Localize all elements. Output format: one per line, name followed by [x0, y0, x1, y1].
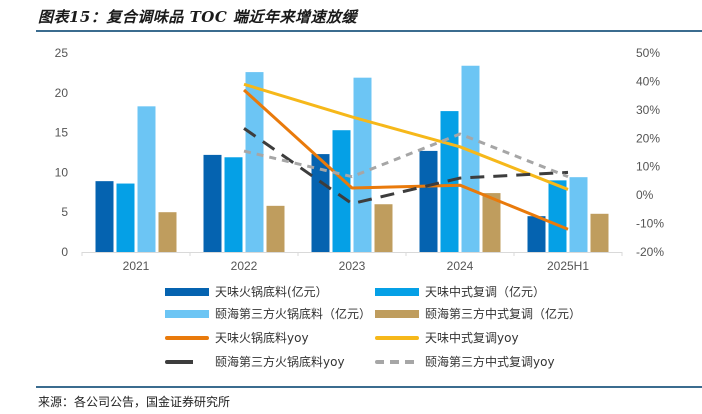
legend-item: 颐海第三方中式复调yoy: [375, 353, 555, 370]
right-tick-label: -20%: [636, 245, 664, 259]
legend-line-swatch: [165, 335, 209, 340]
legend-item: 天味火锅底料(亿元）: [165, 283, 328, 300]
right-tick-label: 0%: [636, 188, 654, 202]
right-tick-label: 20%: [636, 131, 660, 145]
left-tick-label: 5: [61, 205, 68, 219]
legend-swatch: [165, 309, 209, 318]
bar: [158, 212, 177, 252]
legend-swatch: [165, 287, 209, 296]
legend-label: 天味中式复调yoy: [425, 331, 519, 345]
bar: [569, 177, 588, 252]
left-tick-label: 25: [55, 46, 69, 60]
legend-item: 颐海第三方火锅底料yoy: [165, 353, 345, 370]
x-tick-label: 2021: [123, 259, 150, 273]
bar: [224, 157, 243, 252]
chart-plot: 0 5 10 15 20 25 -20% -10% 0% 10% 20% 30% 40% 50% 202…: [55, 46, 665, 273]
series-line: [243, 132, 569, 179]
bar: [245, 72, 264, 252]
left-tick-label: 10: [55, 165, 69, 179]
bar: [461, 65, 480, 253]
x-tick-label: 2025H1: [547, 259, 589, 273]
bars-group: [95, 65, 609, 253]
legend-swatch: [375, 309, 419, 318]
bar: [116, 183, 135, 252]
legend-item: 天味中式复调（亿元）: [375, 283, 545, 300]
right-tick-label: -10%: [636, 217, 664, 231]
series-line: [243, 82, 569, 191]
source-note: 来源：各公司公告，国金证券研究所: [38, 395, 231, 409]
bar: [266, 205, 285, 252]
legend-label: 天味火锅底料(亿元）: [215, 285, 328, 299]
legend-swatch: [375, 287, 419, 296]
x-tick-label: 2023: [339, 259, 366, 273]
legend-item: 颐海第三方火锅底料（亿元）: [165, 305, 371, 322]
legend-item: 天味火锅底料yoy: [165, 329, 309, 346]
bottom-divider: [36, 386, 702, 388]
series-line: [242, 88, 569, 231]
right-tick-label: 40%: [636, 74, 660, 88]
series-line: [243, 127, 569, 206]
left-tick-label: 20: [55, 86, 69, 100]
legend-label: 颐海第三方中式复调（亿元）: [425, 307, 582, 321]
x-axis: 2021 2022 2023 2024 2025H1: [81, 252, 623, 273]
legend-label: 天味中式复调（亿元）: [425, 285, 546, 299]
legend-line-swatch: [375, 359, 419, 364]
x-tick-label: 2024: [447, 259, 474, 273]
bar: [332, 130, 351, 252]
left-tick-label: 15: [55, 126, 69, 140]
bar: [203, 154, 222, 252]
right-tick-label: 30%: [636, 103, 660, 117]
bar: [374, 204, 393, 252]
right-tick-label: 10%: [636, 160, 660, 174]
legend-label: 天味火锅底料yoy: [215, 331, 309, 345]
legend-item: 颐海第三方中式复调（亿元）: [375, 305, 581, 322]
bar: [548, 180, 567, 252]
left-axis: 0 5 10 15 20 25: [55, 46, 69, 259]
bar: [527, 216, 546, 252]
bar: [482, 193, 501, 252]
bar: [590, 213, 609, 252]
left-tick-label: 0: [61, 245, 68, 259]
x-tick-label: 2022: [231, 259, 258, 273]
bar: [95, 181, 114, 252]
legend-item: 天味中式复调yoy: [375, 329, 519, 346]
bar: [137, 106, 156, 252]
legend-label: 颐海第三方火锅底料（亿元）: [215, 307, 372, 321]
legend-line-swatch: [375, 335, 419, 340]
top-divider: [36, 30, 702, 32]
legend-line-swatch: [165, 359, 209, 364]
right-tick-label: 50%: [636, 46, 660, 60]
bar: [353, 77, 372, 253]
chart-title: 图表15：复合调味品 TOC 端近年来增速放缓: [38, 8, 357, 26]
bar: [311, 154, 330, 252]
lines-group: [242, 82, 569, 231]
legend-label: 颐海第三方火锅底料yoy: [215, 355, 345, 369]
bar: [419, 150, 438, 252]
right-axis: -20% -10% 0% 10% 20% 30% 40% 50%: [636, 46, 664, 259]
legend-label: 颐海第三方中式复调yoy: [425, 355, 555, 369]
